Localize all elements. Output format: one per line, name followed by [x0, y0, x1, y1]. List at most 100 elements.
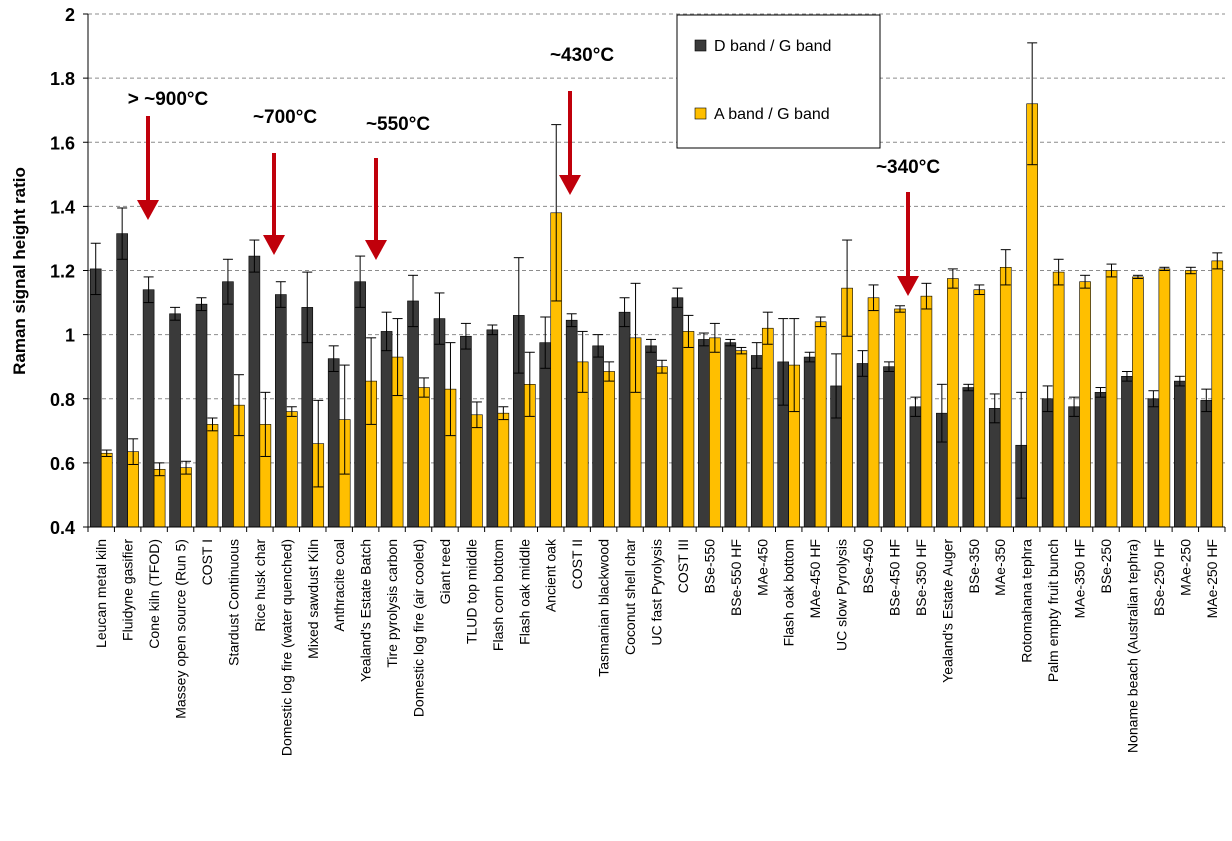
- bar-a-band: [682, 331, 695, 528]
- temperature-label: ~700°C: [253, 107, 317, 128]
- bars: [89, 42, 1224, 528]
- bar-a-band: [867, 297, 880, 528]
- x-category-label: Domestic log fire (water quenched): [278, 539, 294, 756]
- x-category-label: Flash oak bottom: [781, 539, 797, 646]
- bar-d-band: [407, 300, 419, 528]
- bar-d-band: [1121, 376, 1133, 528]
- bar-d-band: [856, 363, 869, 528]
- bar-a-band: [603, 371, 615, 528]
- bar-a-band: [973, 289, 986, 528]
- bar-d-band: [248, 255, 261, 528]
- x-category-label: Stardust Continuous: [225, 539, 241, 666]
- bar-a-band: [471, 414, 483, 528]
- legend-label-d-band: D band / G band: [714, 38, 831, 55]
- bar-d-band: [883, 366, 895, 528]
- bar-a-band: [920, 295, 933, 528]
- x-category-label: Fluidyne gasifier: [120, 539, 136, 641]
- bar-d-band: [909, 406, 922, 528]
- y-axis-title: Raman signal height ratio: [10, 167, 29, 375]
- y-tick-label: 1.8: [50, 69, 75, 89]
- x-category-label: MAe-250 HF: [1204, 539, 1220, 618]
- x-category-label: MAe-250: [1177, 539, 1193, 596]
- axes: Raman signal height ratio 0.4 0.6 0.8 1 1.2 1…: [10, 5, 1226, 756]
- x-category-label: COST I: [199, 539, 215, 585]
- bar-d-band: [380, 331, 393, 528]
- x-category-label: BSe-250: [1098, 539, 1114, 594]
- arrow-head: [897, 276, 919, 296]
- temperature-label: > ~900°C: [128, 89, 209, 110]
- bar-d-band: [116, 233, 128, 528]
- bar-a-band: [1026, 103, 1038, 528]
- bar-d-band: [645, 345, 657, 528]
- bar-d-band: [1200, 400, 1213, 528]
- legend-swatch-a-band: [694, 107, 707, 120]
- x-category-label: Giant reed: [437, 539, 453, 604]
- x-category-label: Massey open source (Run 5): [173, 539, 189, 719]
- bar-d-band: [1041, 398, 1054, 528]
- bar-d-band: [1147, 398, 1160, 528]
- x-category-label: BSe-450: [860, 539, 876, 594]
- x-category-label: Tasmanian blackwood: [596, 539, 612, 677]
- x-category-label: Tire pyrolysis carbon: [384, 539, 400, 668]
- bar-d-band: [988, 408, 1001, 528]
- x-category-label: MAe-350: [992, 539, 1008, 596]
- x-category-label: BSe-350: [966, 539, 982, 594]
- bar-d-band: [222, 281, 234, 528]
- bar-d-band: [698, 339, 710, 528]
- temperature-label: ~340°C: [876, 157, 940, 178]
- x-category-label: Rotomahana tephra: [1019, 539, 1035, 663]
- y-tick-label: 1.6: [50, 133, 75, 153]
- y-tick-label: 2: [65, 5, 75, 25]
- bar-a-band: [735, 350, 748, 528]
- x-category-label: Rice husk char: [252, 539, 268, 632]
- x-category-label: MAe-350 HF: [1072, 539, 1088, 618]
- bar-a-band: [656, 366, 668, 528]
- bar-a-band: [999, 266, 1012, 528]
- y-tick-label: 0.4: [50, 518, 75, 538]
- bar-a-band: [1079, 281, 1091, 528]
- bar-d-band: [962, 387, 975, 528]
- bar-d-band: [724, 342, 737, 528]
- bar-d-band: [803, 356, 816, 528]
- bar-a-band: [814, 321, 827, 528]
- bar-a-band: [100, 452, 113, 528]
- bar-d-band: [565, 319, 578, 528]
- y-tick-label: 1: [65, 326, 75, 346]
- bar-a-band: [1158, 268, 1171, 528]
- x-category-label: Palm empty fruit bunch: [1045, 539, 1061, 682]
- x-category-label: BSe-250 HF: [1151, 539, 1167, 616]
- x-category-label: Noname beach (Australian tephra): [1124, 539, 1140, 753]
- bar-d-band: [89, 268, 102, 528]
- x-category-label: Mixed sawdust Kiln: [305, 539, 321, 659]
- bar-a-band: [180, 467, 192, 528]
- x-category-label: BSe-350 HF: [913, 539, 929, 616]
- bar-a-band: [1211, 260, 1224, 528]
- y-tick-label: 1.2: [50, 262, 75, 282]
- x-category-label: MAe-450 HF: [807, 539, 823, 618]
- x-category-label: BSe-450 HF: [886, 539, 902, 616]
- temperature-annotations: > ~900°C ~700°C ~550°C ~430°C ~340°C: [128, 45, 940, 296]
- bar-a-band: [1185, 270, 1197, 528]
- x-category-label: UC fast Pyrolysis: [649, 539, 665, 646]
- bar-a-band: [1105, 270, 1118, 528]
- x-category-label: Yealand's Estate Batch: [358, 539, 374, 682]
- bar-a-band: [497, 412, 510, 528]
- bar-d-band: [1174, 380, 1186, 528]
- x-category-label: Flash oak middle: [516, 539, 532, 645]
- bar-d-band: [354, 281, 366, 528]
- x-category-label: Cone kiln (TFOD): [146, 539, 162, 649]
- bar-a-band: [1052, 271, 1065, 528]
- x-category-label: Leucan metal kiln: [93, 539, 109, 648]
- arrow-head: [365, 240, 387, 260]
- arrow-head: [559, 175, 581, 195]
- bar-a-band: [286, 411, 298, 528]
- x-category-label: BSe-550: [701, 539, 717, 594]
- y-tick-label: 0.8: [50, 390, 75, 410]
- x-category-label: BSe-550 HF: [728, 539, 744, 616]
- bar-d-band: [275, 294, 287, 528]
- arrow-head: [137, 200, 159, 220]
- legend-label-a-band: A band / G band: [714, 106, 830, 123]
- bar-d-band: [169, 313, 181, 528]
- temperature-label: ~550°C: [366, 114, 430, 135]
